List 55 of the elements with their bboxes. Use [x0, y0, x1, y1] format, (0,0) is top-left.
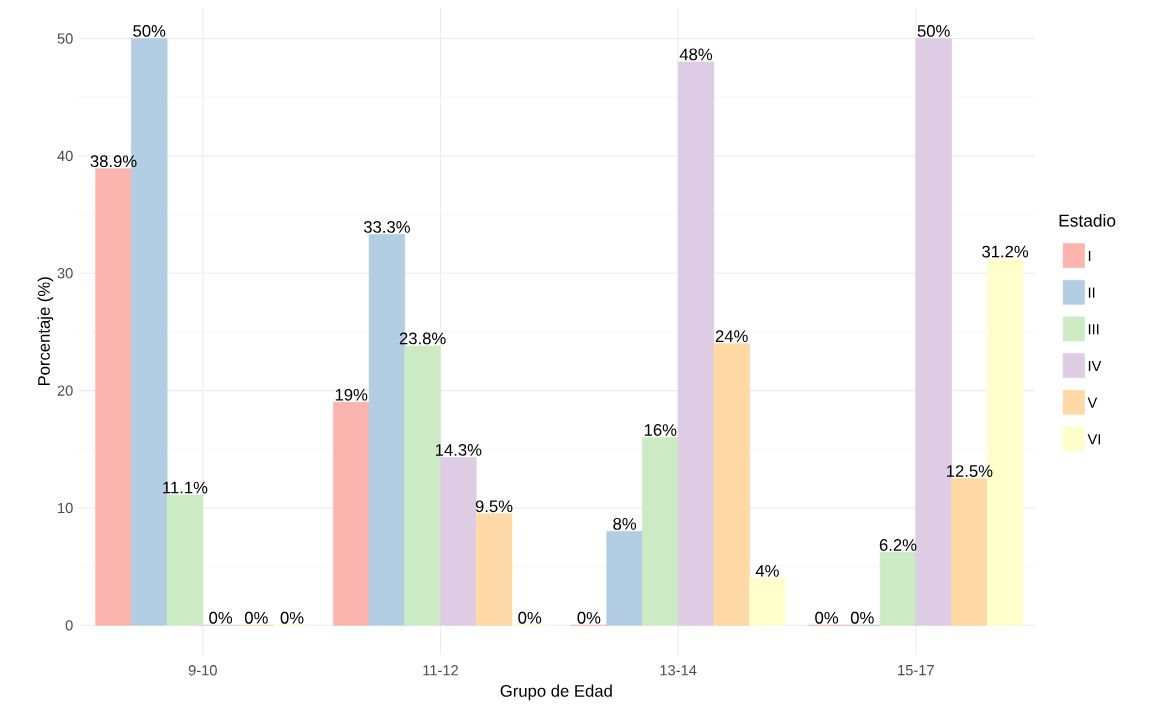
y-tick-label: 0	[65, 620, 73, 631]
data-label: 0%	[209, 611, 233, 624]
data-label: 0%	[850, 611, 874, 624]
data-label: 16%	[644, 424, 677, 436]
bar	[166, 494, 204, 626]
data-label: 6.2%	[879, 539, 917, 551]
y-tick-label: 10	[58, 502, 73, 514]
legend-label: IV	[1088, 360, 1102, 371]
legend-label: VI	[1087, 434, 1101, 445]
bar	[713, 343, 750, 626]
data-label: 0%	[280, 611, 304, 624]
x-tick-label: 13-14	[660, 665, 697, 676]
data-label: 24%	[715, 330, 748, 342]
data-label: 23.8%	[399, 332, 446, 345]
data-label: 48%	[679, 48, 713, 61]
data-label: 9.5%	[475, 500, 513, 513]
y-tick-label: 40	[57, 150, 73, 162]
data-label: 33.3%	[363, 221, 410, 233]
bar	[879, 552, 917, 626]
bar	[951, 478, 988, 626]
data-label: 14.3%	[435, 444, 482, 456]
bar	[440, 457, 477, 626]
data-label: 19%	[335, 388, 368, 401]
x-tick-label: 9-10	[188, 665, 217, 676]
x-axis-title: Grupo de Edad	[500, 684, 612, 701]
data-label: 0%	[577, 611, 601, 624]
x-tick-label: 15-17	[898, 665, 934, 676]
y-tick-label: 20	[57, 385, 73, 396]
legend-label: III	[1088, 324, 1099, 335]
x-tick-label: 11-12	[423, 665, 458, 676]
bar	[475, 513, 513, 626]
bar	[749, 578, 786, 626]
data-label: 50%	[917, 25, 950, 37]
data-label: 0%	[815, 611, 839, 624]
y-tick-label: 50	[57, 33, 73, 44]
legend-title: Estadio	[1059, 214, 1116, 227]
data-label: 11.1%	[163, 481, 208, 494]
legend-label: I	[1088, 250, 1091, 261]
bar	[333, 402, 370, 626]
data-label: 50%	[133, 25, 166, 37]
bar	[642, 437, 679, 626]
data-label: 12.5%	[947, 465, 993, 477]
data-label: 0%	[244, 611, 268, 624]
data-label: 0%	[518, 611, 542, 624]
bar	[677, 61, 715, 626]
bar	[606, 531, 643, 626]
bar	[95, 168, 132, 626]
data-label: 38.9%	[90, 155, 137, 168]
legend-label: II	[1088, 287, 1095, 298]
data-label: 31.2%	[982, 245, 1029, 258]
y-axis-title: Porcentaje (%)	[37, 277, 54, 386]
data-label: 4%	[755, 565, 779, 577]
legend-label: V	[1087, 397, 1098, 408]
data-label: 8%	[613, 517, 637, 530]
y-tick-label: 30	[57, 268, 73, 279]
